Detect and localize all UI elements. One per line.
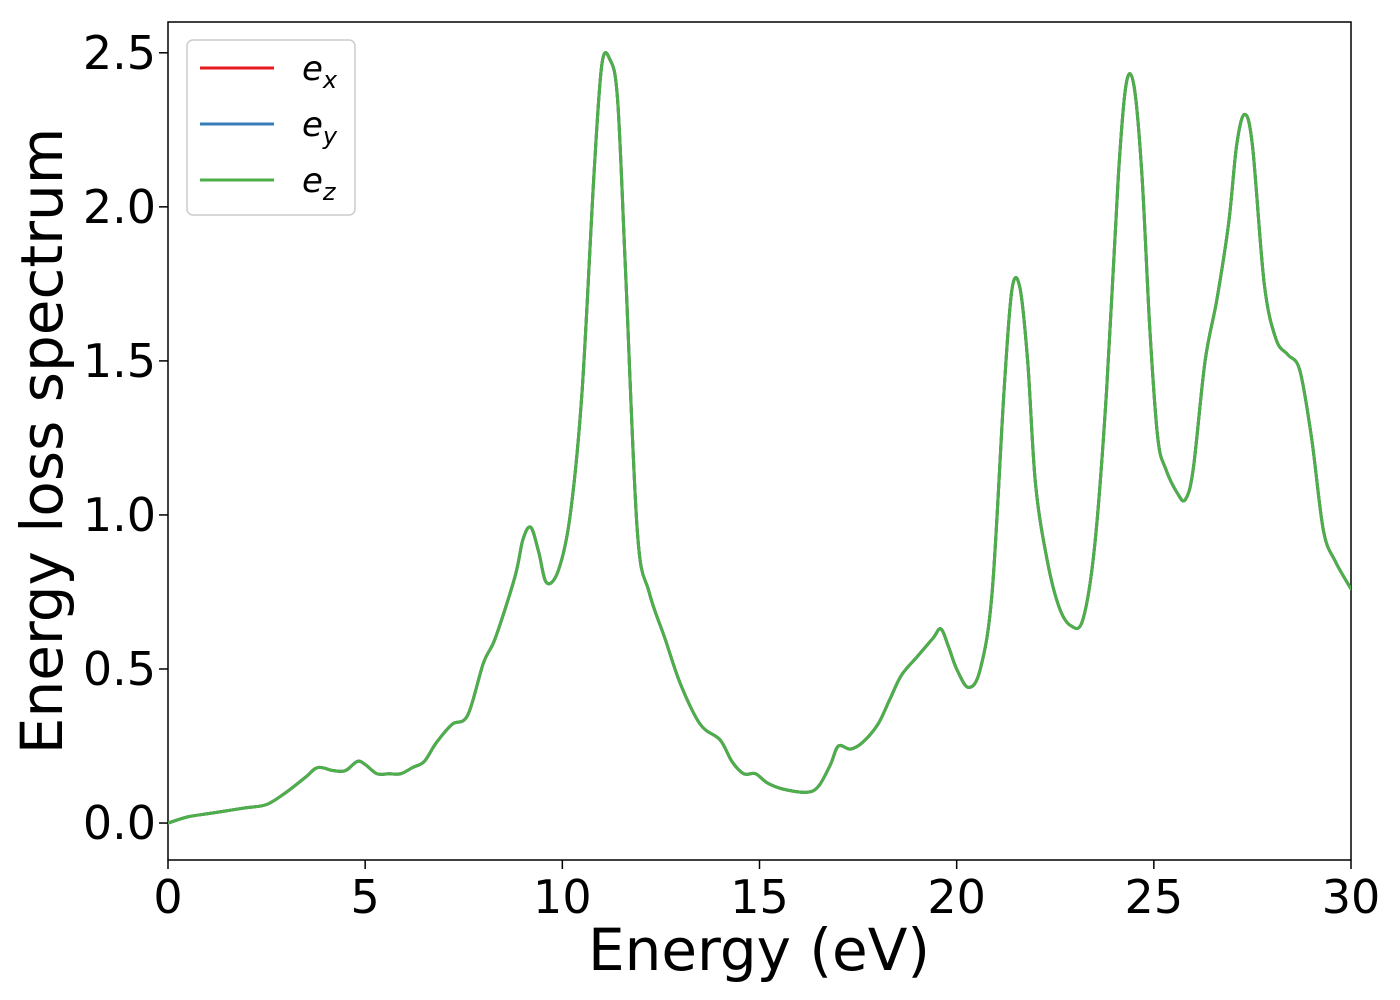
x-tick-label: 20 (927, 870, 986, 924)
x-tick-label: 5 (351, 870, 380, 924)
legend: ex ey ez (186, 39, 356, 216)
series-layer (168, 51, 1351, 825)
x-tick-label: 25 (1125, 870, 1184, 924)
y-tick-label: 1.5 (83, 334, 156, 388)
legend-label-e-y: ey (302, 105, 338, 150)
x-axis-ticks: 0 5 10 15 20 25 30 (153, 860, 1380, 924)
x-tick-label: 0 (153, 870, 182, 924)
y-tick-label: 2.0 (83, 180, 156, 234)
y-tick-label: 2.5 (83, 26, 156, 80)
x-axis-label: Energy (eV) (588, 916, 930, 984)
x-tick-label: 10 (533, 870, 592, 924)
y-axis-ticks: 0.0 0.5 1.0 1.5 2.0 2.5 (83, 26, 168, 850)
x-tick-label: 15 (730, 870, 789, 924)
y-tick-label: 0.5 (83, 642, 156, 696)
y-tick-label: 0.0 (83, 796, 156, 850)
legend-frame (186, 39, 356, 216)
series-line-e-z (168, 51, 1351, 825)
legend-label-e-x: ex (302, 49, 338, 94)
legend-label-e-z: ez (302, 161, 337, 206)
y-tick-label: 1.0 (83, 488, 156, 542)
x-tick-label: 30 (1322, 870, 1381, 924)
y-axis-label: Energy loss spectrum (8, 128, 76, 754)
